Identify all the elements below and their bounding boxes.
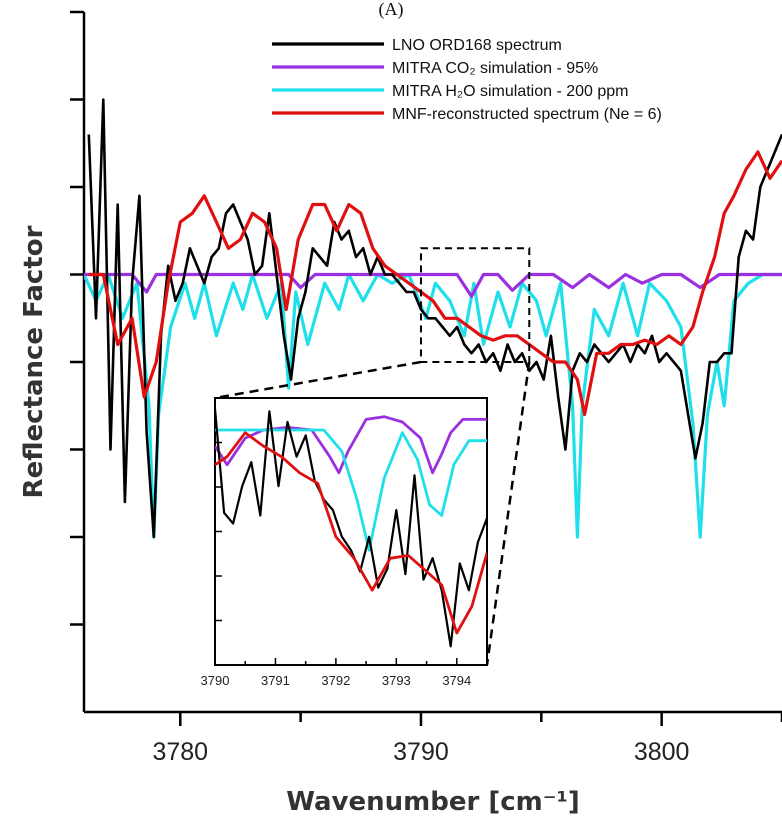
x-tick-label-3780: 3780	[152, 738, 208, 766]
x-axis-title: Wavenumber [cm⁻¹]	[286, 787, 580, 817]
series-mitra-co-simulation-95	[84, 272, 782, 298]
inset-axis-ticks: 3790 3791 3792 3793 3794	[201, 441, 488, 688]
inset-x-tick-label-3791: 3791	[261, 673, 290, 688]
inset-series-mitra-h-o-simulation-200-ppm	[215, 428, 487, 552]
inset-x-tick-label-3793: 3793	[382, 673, 411, 688]
y-axis-title: Reflectance Factor	[19, 225, 49, 498]
inset-series-group	[215, 408, 487, 648]
series-mitra-h-o-simulation-200-ppm	[84, 272, 782, 539]
x-tick-label-3800: 3800	[634, 738, 690, 766]
x-axis-ticks: 3780 3790 3800	[152, 712, 782, 766]
legend: LNO ORD168 spectrum MITRA CO₂ simulation …	[272, 37, 662, 123]
zoom-region-box	[419, 247, 531, 363]
y-axis-ticks	[70, 10, 84, 626]
x-tick-label-3790: 3790	[393, 738, 449, 766]
main-series-group	[84, 98, 782, 539]
panel-label: (A)	[379, 0, 404, 20]
zoom-connector-left	[214, 360, 422, 400]
zoom-connector-right	[485, 361, 531, 666]
legend-label-mitra-h-o-simulation-200-ppm: MITRA H₂O simulation - 200 ppm	[392, 83, 629, 100]
series-lno-ord168-spectrum	[87, 98, 782, 539]
inset-series-mnf-reconstructed-spectrum-ne-6	[215, 431, 487, 635]
inset-series-lno-ord168-spectrum	[215, 408, 487, 648]
series-mnf-reconstructed-spectrum-ne-6	[88, 150, 782, 417]
inset-x-tick-label-3790: 3790	[201, 673, 230, 688]
legend-label-lno-ord168-spectrum: LNO ORD168 spectrum	[392, 37, 562, 54]
inset-x-tick-label-3792: 3792	[321, 673, 350, 688]
legend-label-mnf-reconstructed-spectrum-ne-6: MNF-reconstructed spectrum (Ne = 6)	[392, 106, 662, 123]
legend-label-mitra-co-simulation-95: MITRA CO₂ simulation - 95%	[392, 60, 598, 77]
inset-x-tick-label-3794: 3794	[442, 673, 471, 688]
